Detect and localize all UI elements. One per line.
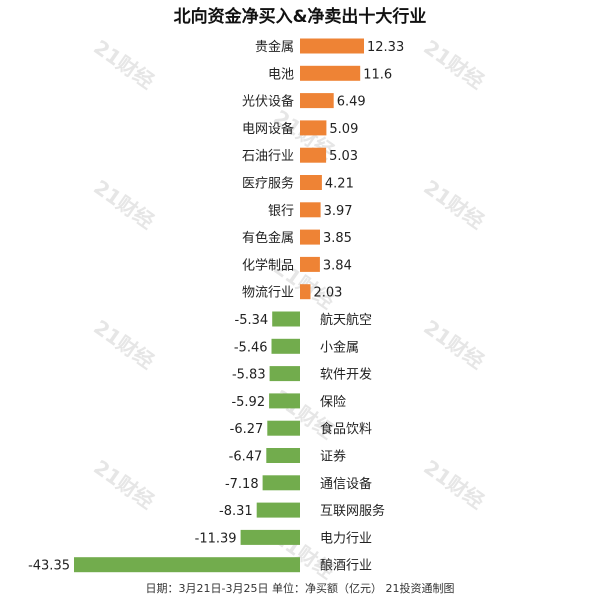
bar-15 xyxy=(266,448,300,463)
watermark: 21财经 xyxy=(419,35,488,94)
category-label: 酿酒行业 xyxy=(320,558,372,574)
bar-4 xyxy=(300,147,327,163)
chart-footer: 日期：3月21日-3月25日 单位：净买额（亿元） 21投资通制图 xyxy=(145,582,455,595)
bar-0 xyxy=(300,38,364,54)
category-label: 电网设备 xyxy=(242,121,294,137)
value-label: 6.49 xyxy=(337,95,366,110)
category-label: 石油行业 xyxy=(242,149,294,164)
value-label: -5.34 xyxy=(235,313,269,328)
value-label: -43.35 xyxy=(28,559,70,574)
bar-10 xyxy=(272,311,300,327)
watermark: 21财经 xyxy=(419,175,488,234)
category-label: 电力行业 xyxy=(320,531,372,546)
bar-17 xyxy=(256,502,300,518)
bar-2 xyxy=(300,93,334,109)
category-label: 证券 xyxy=(320,449,346,465)
bar-19 xyxy=(74,557,300,573)
bar-12 xyxy=(269,366,300,382)
bar-16 xyxy=(262,475,300,491)
category-label: 电池 xyxy=(268,67,294,82)
category-label: 化学制品 xyxy=(242,257,294,273)
category-label: 贵金属 xyxy=(255,39,294,55)
category-label: 通信设备 xyxy=(320,476,372,492)
bar-7 xyxy=(300,229,320,245)
value-label: 11.6 xyxy=(363,67,392,82)
value-label: 3.97 xyxy=(324,204,353,219)
category-label: 保险 xyxy=(320,395,346,410)
value-label: -8.31 xyxy=(219,504,253,519)
value-label: 2.03 xyxy=(314,286,343,301)
value-label: 5.09 xyxy=(329,122,358,137)
watermark: 21财经 xyxy=(89,175,158,234)
bars-layer xyxy=(74,38,364,573)
watermark: 21财经 xyxy=(89,35,158,94)
bar-5 xyxy=(300,175,322,190)
value-label: -7.18 xyxy=(225,477,259,492)
value-label: -5.92 xyxy=(231,395,265,410)
category-label: 航天航空 xyxy=(320,312,372,328)
category-label: 银行 xyxy=(268,204,294,219)
value-label: 12.33 xyxy=(367,40,404,55)
value-label: 5.03 xyxy=(329,149,358,164)
category-label: 软件开发 xyxy=(320,367,372,383)
bar-18 xyxy=(240,529,300,545)
value-label: -6.27 xyxy=(230,422,264,437)
bar-3 xyxy=(300,120,327,136)
watermark: 21财经 xyxy=(419,455,488,514)
labels-layer: 贵金属 12.33 电池 11.6 光伏设备 6.49 电网设备 5.09 石油行业 5.03 医疗… xyxy=(28,39,404,574)
bar-9 xyxy=(300,284,311,300)
watermark: 21财经 xyxy=(89,315,158,374)
watermark: 21财经 xyxy=(419,315,488,374)
bar-1 xyxy=(300,65,361,81)
category-label: 有色金属 xyxy=(242,230,294,246)
bar-11 xyxy=(271,338,300,354)
bar-14 xyxy=(267,420,300,436)
value-label: 3.85 xyxy=(323,231,352,246)
value-label: -11.39 xyxy=(195,531,237,546)
category-label: 互联网服务 xyxy=(320,503,385,519)
category-label: 食品饮料 xyxy=(320,421,372,437)
bar-13 xyxy=(269,393,300,409)
category-label: 光伏设备 xyxy=(242,94,294,110)
category-label: 医疗服务 xyxy=(242,176,294,192)
value-label: -5.46 xyxy=(234,340,268,355)
value-label: -5.83 xyxy=(232,368,266,383)
category-label: 小金属 xyxy=(320,339,359,355)
watermark: 21财经 xyxy=(89,455,158,514)
bar-6 xyxy=(300,202,321,218)
bar-8 xyxy=(300,256,320,272)
chart-title: 北向资金净买入&净卖出十大行业 xyxy=(173,7,427,27)
value-label: 3.84 xyxy=(323,258,352,273)
category-label: 物流行业 xyxy=(242,286,294,301)
value-label: -6.47 xyxy=(229,450,263,465)
value-label: 4.21 xyxy=(325,177,354,192)
